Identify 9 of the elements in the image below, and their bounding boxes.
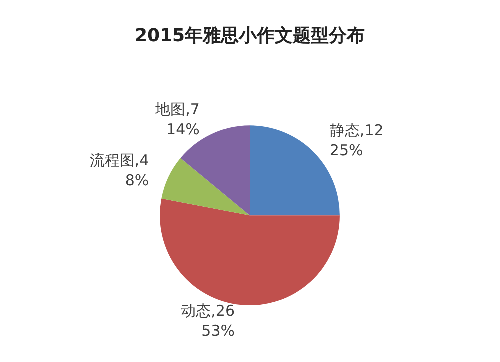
chart-title: 2015年雅思小作文题型分布 (134, 26, 366, 46)
data-label: 25% (330, 142, 364, 160)
slice-label: 动态,26 (181, 302, 236, 320)
data-label: 8% (125, 171, 150, 190)
slice-label: 地图,7 (154, 100, 200, 119)
slice-label: 静态,12 (330, 122, 384, 140)
data-label: 14% (166, 120, 200, 139)
data-label: 53% (202, 322, 236, 340)
slice-label: 流程图,4 (90, 151, 150, 170)
